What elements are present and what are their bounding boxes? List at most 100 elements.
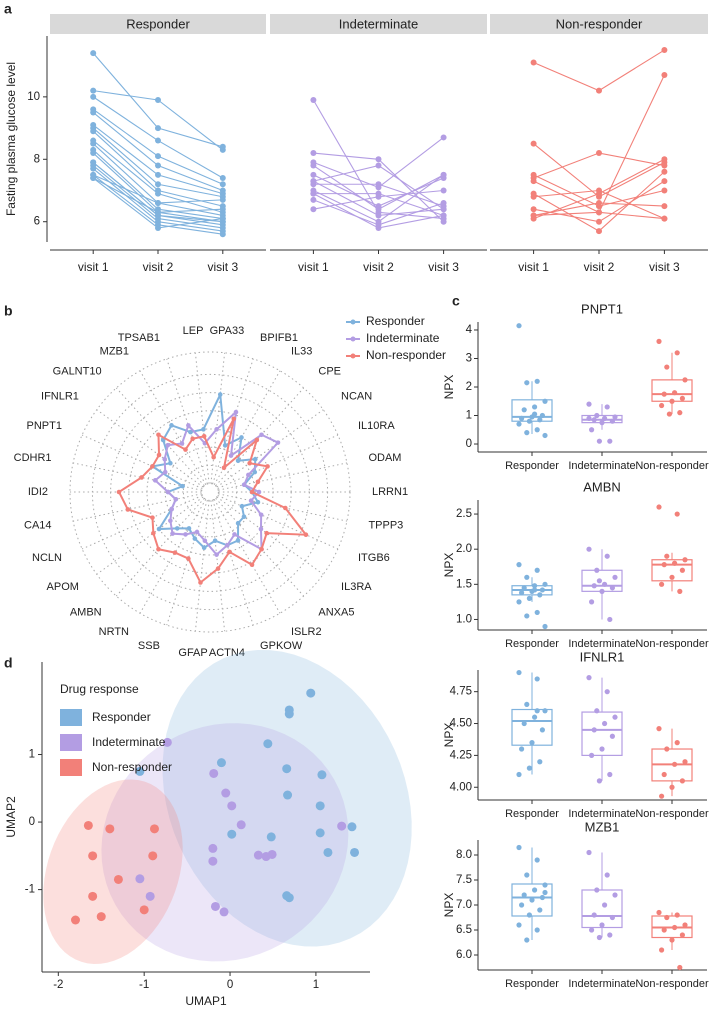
point — [253, 850, 263, 860]
point — [659, 947, 665, 953]
x-tick-label: Indeterminate — [568, 808, 635, 820]
point — [534, 708, 540, 714]
radar-point — [241, 482, 247, 488]
radar-point — [221, 465, 227, 471]
radar-point — [246, 472, 251, 478]
y-tick-label: 1.5 — [456, 578, 472, 590]
axis-label: GFAP — [178, 647, 207, 659]
point — [591, 727, 597, 733]
spoke — [210, 500, 226, 632]
point — [586, 849, 592, 856]
point — [659, 793, 665, 799]
point — [337, 821, 347, 831]
point — [591, 912, 597, 918]
y-tick-label: 4.75 — [450, 686, 472, 698]
subject-point — [375, 221, 382, 228]
point — [516, 669, 522, 676]
point — [162, 737, 172, 747]
spoke — [115, 497, 205, 597]
y-tick-label: 6.5 — [456, 924, 472, 936]
point — [521, 720, 527, 727]
point — [516, 323, 522, 329]
radar-point — [198, 580, 203, 585]
point — [208, 856, 218, 866]
point — [609, 733, 616, 739]
point — [604, 553, 610, 559]
y-tick-label: 8.0 — [456, 849, 472, 861]
subject-point — [155, 171, 161, 178]
spoke — [218, 462, 348, 491]
axis-label: GPA33 — [210, 325, 245, 337]
point — [672, 924, 678, 931]
chart-title: PNPT1 — [581, 301, 623, 316]
point — [674, 740, 680, 746]
subject-point — [155, 137, 161, 144]
subject-point — [90, 93, 97, 100]
radar-point — [180, 483, 185, 489]
radar-point — [227, 549, 232, 555]
spoke — [213, 499, 281, 614]
y-tick-label: 10 — [27, 91, 40, 103]
point — [607, 771, 613, 778]
point — [516, 922, 522, 928]
point — [283, 790, 293, 800]
radar-point — [192, 536, 198, 541]
point — [529, 740, 535, 746]
radar-point — [247, 460, 252, 466]
subject-point — [155, 153, 161, 160]
x-tick-label: visit 3 — [207, 260, 238, 274]
subject-point — [530, 212, 537, 219]
subject-point — [90, 140, 97, 147]
spoke — [194, 352, 210, 484]
radar-point — [156, 432, 161, 438]
subject-point — [530, 206, 537, 213]
point — [521, 585, 527, 591]
subject-point — [661, 168, 668, 175]
point — [661, 562, 667, 568]
y-tick-label: 1 — [466, 410, 472, 422]
radar-point — [249, 489, 255, 495]
x-tick-label: visit 1 — [298, 260, 329, 274]
radar-point — [168, 460, 173, 466]
subject-point — [310, 190, 317, 197]
axis-label: GPKOW — [260, 640, 303, 652]
point — [534, 567, 540, 573]
chart-title: MZB1 — [585, 819, 620, 834]
radar-point — [165, 489, 171, 495]
point — [672, 560, 678, 566]
axis-label: NCAN — [341, 391, 372, 403]
subject-point — [219, 196, 226, 203]
point — [594, 887, 600, 893]
legend-label: Non-responder — [92, 760, 172, 774]
radar-point — [173, 496, 179, 502]
point — [306, 688, 316, 698]
radar-point — [235, 520, 241, 526]
point — [679, 567, 686, 573]
point — [656, 504, 662, 510]
axis-label: CA14 — [24, 520, 52, 532]
box — [651, 559, 693, 582]
subject-point — [596, 209, 602, 216]
radar-point — [214, 552, 219, 557]
panel-letter: c — [452, 293, 460, 309]
point — [135, 874, 145, 884]
x-tick-label: Non-responder — [635, 808, 709, 820]
radar-point — [222, 443, 228, 448]
point — [542, 882, 548, 888]
point — [674, 511, 680, 517]
spoke — [81, 434, 203, 490]
point — [672, 761, 678, 767]
axis-label: CPE — [318, 366, 341, 378]
point — [534, 676, 540, 682]
point — [519, 590, 525, 596]
radar-point — [254, 437, 260, 443]
point — [526, 912, 533, 918]
radar-point — [170, 531, 175, 536]
point — [524, 872, 530, 878]
legend-key — [60, 759, 82, 776]
y-tick-label: 7.0 — [456, 899, 472, 911]
y-tick-label: 0 — [466, 438, 472, 450]
point — [672, 390, 678, 396]
point — [216, 758, 226, 768]
point — [532, 587, 538, 593]
